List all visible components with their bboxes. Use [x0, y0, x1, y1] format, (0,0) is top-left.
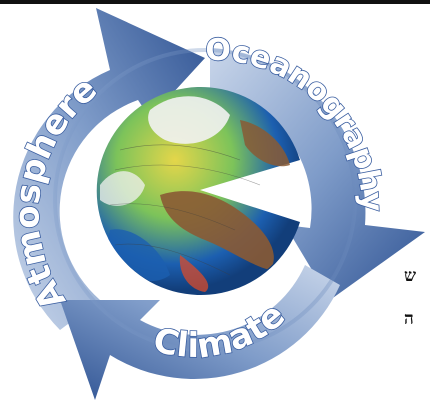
side-text-line-1: ש: [404, 266, 417, 286]
top-border-rule: [0, 0, 430, 4]
side-text-line-2: ה: [404, 309, 414, 329]
globe-icon: [96, 87, 300, 296]
